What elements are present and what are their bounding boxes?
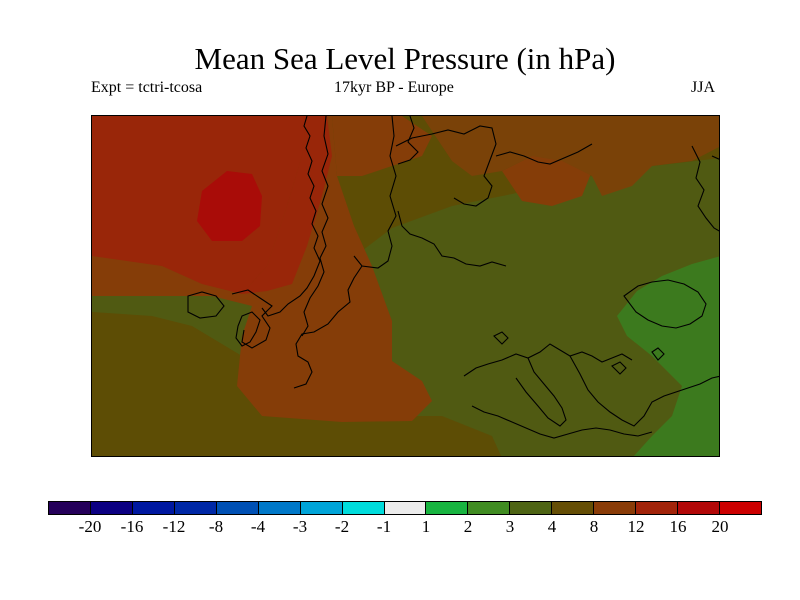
greenland-coast: [261, 116, 321, 317]
coastlines: [187, 116, 719, 439]
legend-swatch: [342, 502, 385, 514]
legend-tick-label: -4: [250, 517, 266, 536]
season-label: JJA: [691, 79, 716, 96]
legend-swatch: [174, 502, 217, 514]
legend-tick-label: -20: [78, 517, 102, 536]
legend-tick-label: 3: [505, 517, 515, 536]
british-isles-coast: [235, 311, 261, 347]
caspian-coast: [691, 145, 719, 232]
legend-tick-label: -1: [376, 517, 392, 536]
legend-tick-label: -3: [292, 517, 308, 536]
scandinavia-west-coast: [301, 116, 329, 337]
map-canvas: [92, 116, 719, 456]
norway-coast: [353, 116, 397, 269]
band-2-3-region: [617, 256, 719, 456]
legend-tick-label: 1: [421, 517, 431, 536]
legend-tick-label: -16: [120, 517, 144, 536]
western-europe-coast: [293, 265, 363, 389]
legend-swatch: [258, 502, 301, 514]
islands-small: [493, 331, 665, 375]
legend-swatch: [594, 502, 637, 514]
legend-tick-label: -12: [162, 517, 186, 536]
legend-tick-label: 8: [589, 517, 599, 536]
pressure-anomaly-map: [91, 115, 720, 457]
mediterranean-north-coast: [463, 343, 633, 377]
band-12-16-north: [242, 116, 332, 294]
legend-swatch: [216, 502, 259, 514]
iberia-coast: [231, 289, 273, 349]
legend-swatch: [90, 502, 133, 514]
color-legend-labels: -20 -16 -12 -8 -4 -3 -2 -1 1 2 3 4 8 12 16 20: [48, 517, 762, 539]
baltic-coast: [395, 125, 497, 207]
color-legend-bar: [48, 501, 762, 515]
legend-tick-label: 12: [627, 517, 645, 536]
period-region-label: 17kyr BP - Europe: [334, 79, 454, 96]
legend-swatch: [468, 502, 511, 514]
band-3-4-region: [92, 158, 719, 456]
legend-tick-label: 16: [669, 517, 687, 536]
map-title: Mean Sea Level Pressure (in hPa): [194, 41, 616, 76]
band-8-12-baltic: [502, 154, 592, 206]
black-sea-coast: [623, 279, 707, 329]
italy-coast: [515, 357, 567, 427]
legend-swatch: [552, 502, 595, 514]
iceland-coast: [187, 291, 225, 319]
legend-tick-label: 4: [547, 517, 557, 536]
legend-swatch: [678, 502, 720, 514]
legend-swatch: [636, 502, 679, 514]
band-8-12-east: [422, 116, 719, 196]
balkan-coast: [569, 355, 719, 427]
legend-swatch: [49, 502, 91, 514]
north-sea-coast: [397, 210, 507, 267]
experiment-label: Expt = tctri-tcosa: [91, 79, 203, 96]
legend-swatch: [132, 502, 175, 514]
band-12-16-region: [92, 116, 307, 294]
legend-tick-label: -2: [334, 517, 350, 536]
legend-swatch: [720, 502, 761, 514]
gulf-finland-coast: [495, 143, 593, 165]
band-16-20-core: [197, 171, 262, 241]
legend-swatch: [510, 502, 553, 514]
legend-swatch: [426, 502, 469, 514]
legend-swatch: [300, 502, 343, 514]
legend-tick-label: -8: [208, 517, 224, 536]
north-africa-coast: [471, 405, 653, 439]
gulf-bothnia-coast: [397, 116, 419, 165]
legend-tick-label: 2: [463, 517, 473, 536]
legend-tick-label: 20: [711, 517, 729, 536]
legend-swatch: [384, 502, 427, 514]
